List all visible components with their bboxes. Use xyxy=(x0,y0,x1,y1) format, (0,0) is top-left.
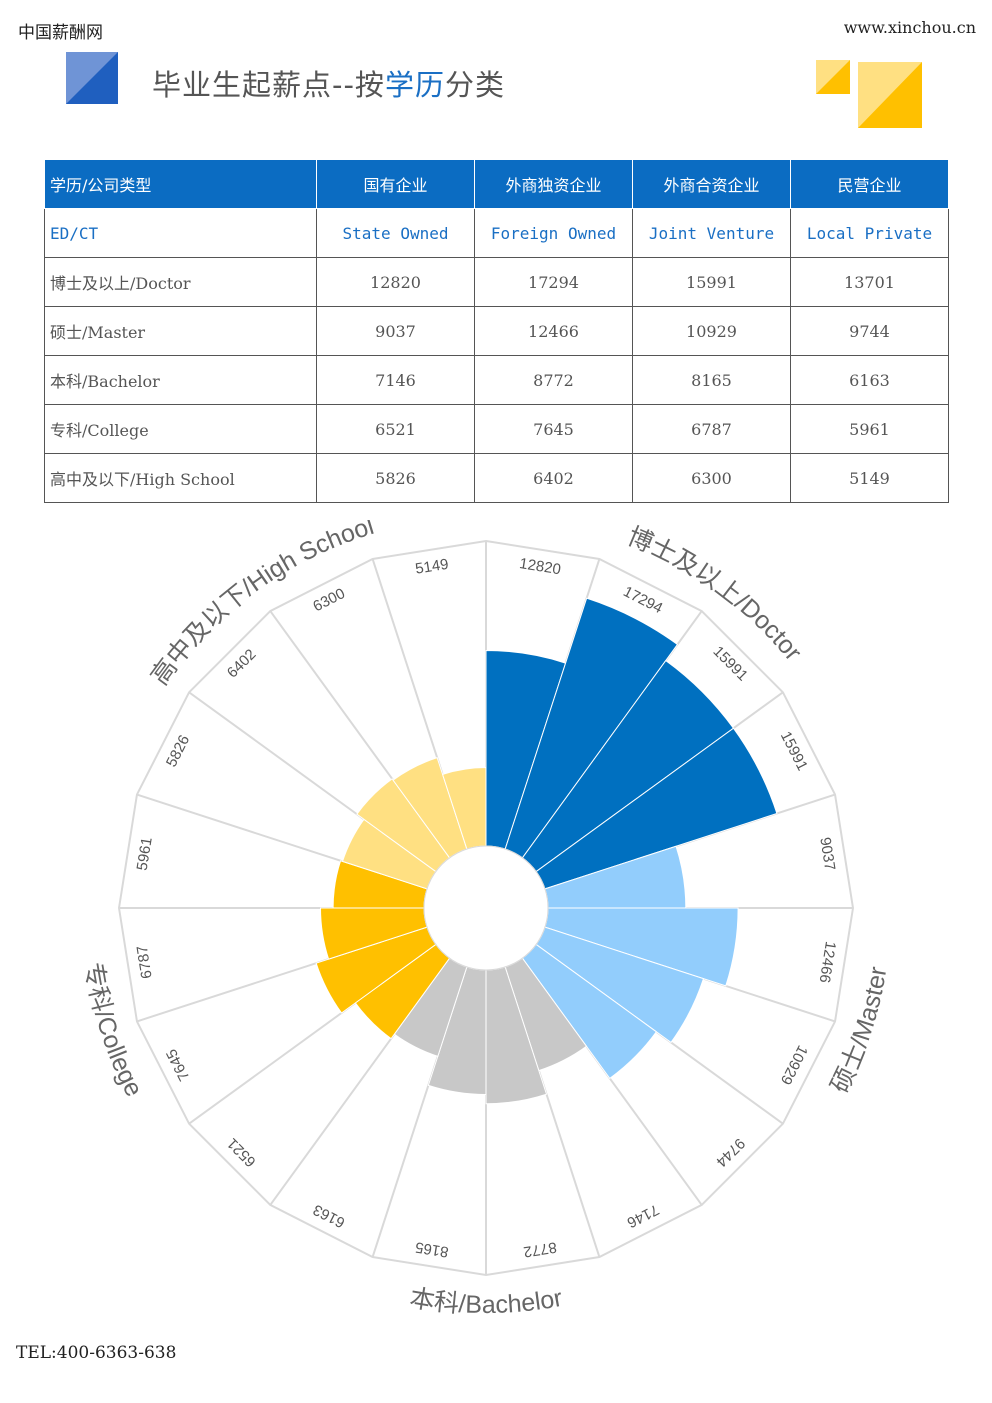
chart-value-label: 6300 xyxy=(310,585,347,615)
salary-table: 学历/公司类型 国有企业 外商独资企业 外商合资企业 民营企业 ED/CT St… xyxy=(44,159,949,503)
table-cell: 8772 xyxy=(474,355,633,405)
chart-value-label: 9037 xyxy=(816,836,838,872)
row-label: 专科/College xyxy=(44,404,317,454)
column-header: 外商合资企业 xyxy=(632,159,791,209)
chart-center-hole xyxy=(423,845,549,971)
row-label: 本科/Bachelor xyxy=(44,355,317,405)
table-english-header-row: ED/CT State Owned Foreign Owned Joint Ve… xyxy=(44,208,949,258)
table-cell: 12820 xyxy=(316,257,475,307)
chart-value-label: 6163 xyxy=(310,1201,347,1231)
column-header-en: Foreign Owned xyxy=(474,208,633,258)
chart-value-label: 5826 xyxy=(163,732,193,769)
site-url[interactable]: www.xinchou.cn xyxy=(843,18,976,37)
table-row: 博士及以上/Doctor 12820 17294 15991 13701 xyxy=(44,257,949,307)
column-header-en: State Owned xyxy=(316,208,475,258)
table-cell: 5961 xyxy=(790,404,949,454)
table-cell: 17294 xyxy=(474,257,633,307)
table-row: 专科/College 6521 7645 6787 5961 xyxy=(44,404,949,454)
column-header: 国有企业 xyxy=(316,159,475,209)
site-name: 中国薪酬网 xyxy=(18,23,103,43)
table-header-row: 学历/公司类型 国有企业 外商独资企业 外商合资企业 民营企业 xyxy=(44,159,949,209)
table-cell: 9744 xyxy=(790,306,949,356)
chart-group-label: 本科/Bachelor xyxy=(408,1284,565,1319)
chart-value-label: 12466 xyxy=(816,940,839,984)
table-cell: 5149 xyxy=(790,453,949,503)
chart-group-label: 高中及以下/High School xyxy=(146,520,377,690)
footer-telephone: TEL:400-6363-638 xyxy=(16,1343,177,1363)
polar-bar-chart: 1282017294159911599190371246610929974471… xyxy=(79,520,893,1319)
table-cell: 6521 xyxy=(316,404,475,454)
table-cell: 8165 xyxy=(632,355,791,405)
chart-group-label: 硕士/Master xyxy=(826,965,893,1098)
column-header-en: ED/CT xyxy=(44,208,317,258)
row-label: 硕士/Master xyxy=(44,306,317,356)
table-cell: 5826 xyxy=(316,453,475,503)
chart-value-label: 6787 xyxy=(134,944,156,980)
table-row: 硕士/Master 9037 12466 10929 9744 xyxy=(44,306,949,356)
title-logo-icon xyxy=(66,52,118,104)
table-cell: 10929 xyxy=(632,306,791,356)
table-cell: 6402 xyxy=(474,453,633,503)
table-cell: 6300 xyxy=(632,453,791,503)
column-header: 外商独资企业 xyxy=(474,159,633,209)
chart-value-label: 5149 xyxy=(414,556,450,578)
chart-group-label: 专科/College xyxy=(79,960,148,1101)
table-row: 高中及以下/High School 5826 6402 6300 5149 xyxy=(44,453,949,503)
row-label: 高中及以下/High School xyxy=(44,453,317,503)
table-cell: 6787 xyxy=(632,404,791,454)
table-cell: 7645 xyxy=(474,404,633,454)
chart-value-label: 8772 xyxy=(522,1238,558,1260)
chart-value-label: 5961 xyxy=(134,836,156,872)
column-header: 学历/公司类型 xyxy=(44,159,317,209)
decorative-squares-icon xyxy=(816,60,922,128)
row-label: 博士及以上/Doctor xyxy=(44,257,317,307)
table-cell: 15991 xyxy=(632,257,791,307)
table-cell: 13701 xyxy=(790,257,949,307)
column-header-en: Joint Venture xyxy=(632,208,791,258)
table-cell: 6163 xyxy=(790,355,949,405)
chart-value-label: 15991 xyxy=(710,643,752,685)
chart-value-label: 7146 xyxy=(624,1201,661,1231)
column-header: 民营企业 xyxy=(790,159,949,209)
chart-value-label: 7645 xyxy=(163,1046,193,1083)
table-row: 本科/Bachelor 7146 8772 8165 6163 xyxy=(44,355,949,405)
table-cell: 7146 xyxy=(316,355,475,405)
table-cell: 9037 xyxy=(316,306,475,356)
column-header-en: Local Private xyxy=(790,208,949,258)
table-cell: 12466 xyxy=(474,306,633,356)
chart-value-label: 12820 xyxy=(518,555,562,578)
page-title: 毕业生起薪点--按学历分类 xyxy=(152,68,505,102)
chart-value-label: 8165 xyxy=(414,1238,450,1260)
